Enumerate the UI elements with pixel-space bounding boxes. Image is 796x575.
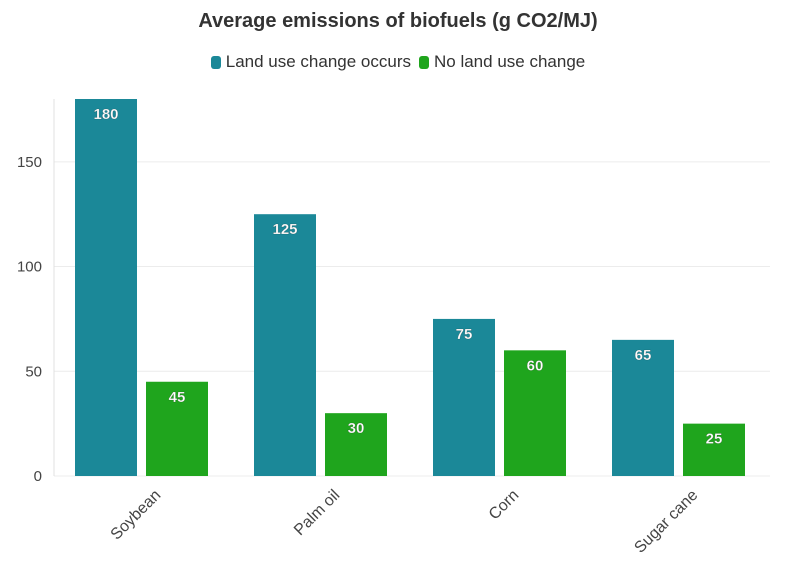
bar[interactable] (254, 214, 316, 476)
chart-title: Average emissions of biofuels (g CO2/MJ) (198, 10, 598, 32)
data-label: 180 (93, 106, 118, 123)
legend-label-no-land-use-change: No land use change (434, 52, 586, 71)
x-tick-label: Sugar cane (631, 487, 701, 557)
x-tick-label: Corn (486, 487, 523, 524)
bar[interactable] (146, 381, 208, 476)
legend-label-land-use-change: Land use change occurs (225, 52, 411, 71)
bar[interactable] (683, 423, 745, 476)
legend-swatch-no-land-use-change (419, 55, 429, 69)
labels-layer: 180 45 125 30 75 60 65 25 (93, 106, 722, 448)
bar[interactable] (75, 99, 137, 476)
legend-item-land-use-change[interactable]: Land use change occurs (210, 52, 411, 72)
data-label: 65 (635, 347, 652, 364)
y-tick-label: 0 (34, 468, 42, 485)
x-tick-label: Palm oil (291, 487, 343, 539)
bar[interactable] (433, 318, 495, 476)
bar[interactable] (325, 413, 387, 476)
bar[interactable] (504, 350, 566, 476)
legend-swatch-land-use-change (210, 55, 221, 69)
legend: Land use change occurs No land use chang… (0, 52, 796, 72)
bar[interactable] (612, 339, 674, 476)
x-tick-label: Soybean (108, 487, 165, 544)
data-label: 25 (706, 431, 723, 448)
legend-item-no-land-use-change[interactable]: No land use change (419, 52, 585, 72)
data-label: 60 (527, 357, 544, 374)
y-tick-label: 50 (25, 363, 42, 380)
data-label: 30 (348, 420, 365, 437)
bars-layer (75, 99, 745, 476)
y-tick-label: 100 (17, 259, 42, 276)
data-label: 45 (169, 389, 186, 406)
y-tick-label: 150 (17, 154, 42, 171)
data-label: 75 (456, 326, 473, 343)
data-label: 125 (272, 221, 297, 238)
